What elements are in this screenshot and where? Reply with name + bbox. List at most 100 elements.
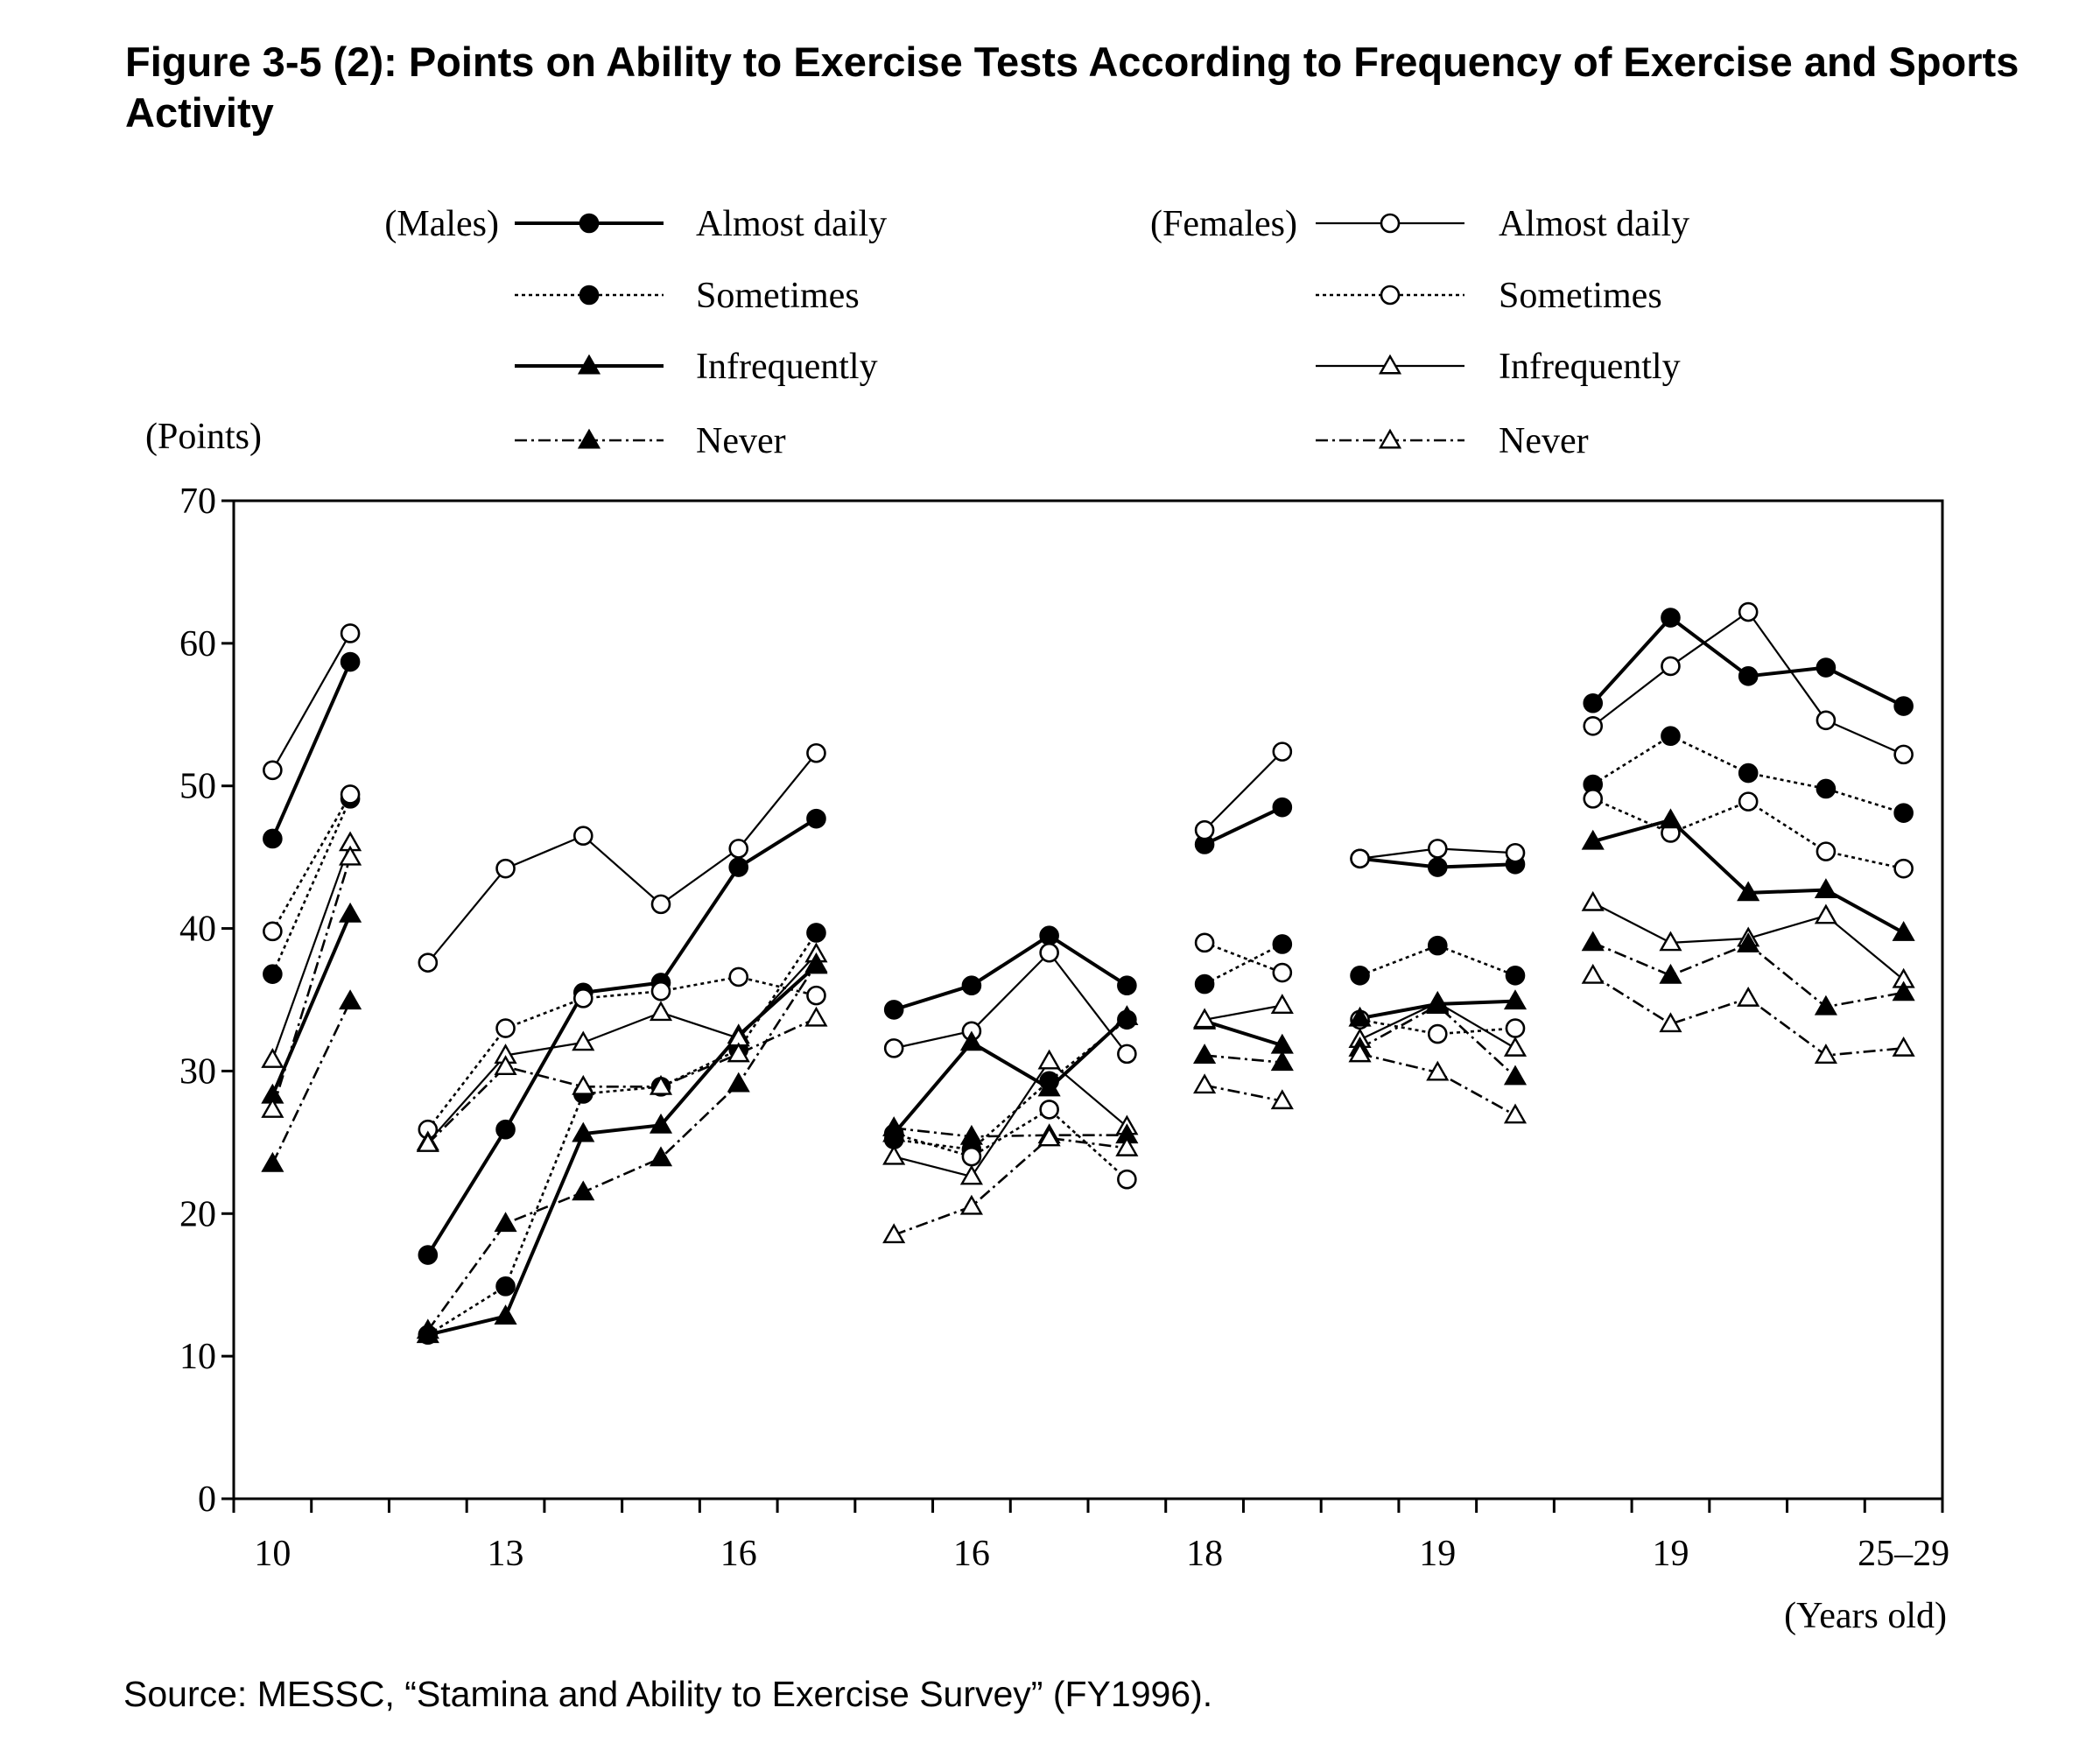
data-point-female-never [1659,1012,1682,1033]
x-tick-label: 16 [720,1534,757,1574]
data-point-male-almost-daily [1816,657,1837,678]
data-point-male-infrequently [1581,829,1605,850]
legend-group-female: (Females) [1150,204,1297,244]
series-line-male-almost-daily [893,933,1128,1012]
data-point-male-infrequently [1115,1005,1139,1025]
data-point-female-never [1892,1036,1915,1057]
data-point-male-never [1270,1051,1294,1072]
data-point-male-sometimes [1505,966,1526,986]
data-point-female-sometimes [650,980,671,1001]
data-point-male-never [959,1124,983,1145]
x-tick-label: 13 [488,1534,524,1574]
data-point-female-almost-daily [263,760,283,781]
data-point-female-sometimes [1816,841,1837,861]
data-point-male-never [1737,932,1760,952]
series-female-infrequently [271,842,1905,1178]
y-tick-label: 70 [179,481,216,522]
data-point-male-almost-daily [418,1245,439,1265]
markers-female-never [261,845,1915,1244]
data-point-male-never [1426,994,1450,1014]
data-point-female-infrequently [649,1001,673,1022]
data-point-male-almost-daily [263,828,283,849]
data-point-female-almost-daily [806,742,826,763]
data-point-female-almost-daily [1039,942,1059,963]
x-tick-label: 16 [953,1534,990,1574]
y-tick-label: 20 [179,1194,216,1234]
legend-marker-female-0 [1380,213,1401,234]
series-line-female-almost-daily [426,752,818,964]
data-point-female-almost-daily [1816,710,1837,731]
data-point-female-almost-daily [1117,1044,1137,1065]
data-point-female-never [572,1074,595,1095]
data-point-male-sometimes [263,964,283,984]
data-point-male-almost-daily [495,1119,516,1140]
data-point-female-almost-daily [883,1038,904,1058]
series-line-male-infrequently [1204,1019,1283,1048]
x-tick-label: 25–29 [1858,1534,1949,1574]
x-axis-label: (Years old) [1784,1596,1947,1636]
data-point-male-never [1193,1044,1217,1064]
data-point-male-infrequently [1814,878,1837,899]
data-point-female-infrequently [261,1047,284,1068]
legend-marker-female-1 [1380,285,1401,306]
data-point-male-never [882,1116,906,1137]
source-note: Source: MESSC, “Stamina and Ability to E… [123,1674,1213,1714]
data-point-female-sometimes [1039,1100,1059,1120]
data-point-male-never [804,952,828,973]
data-point-female-almost-daily [650,894,671,915]
data-point-male-almost-daily [1039,925,1059,946]
data-point-female-never [1270,1089,1294,1110]
data-point-male-sometimes [1738,763,1759,784]
data-point-male-sometimes [1272,934,1293,954]
data-point-female-infrequently [1037,1049,1061,1070]
series-line-male-almost-daily [1591,615,1905,708]
data-point-female-sometimes [1505,1018,1526,1038]
series-line-male-infrequently [892,1016,1128,1135]
data-point-male-almost-daily [1893,696,1914,716]
y-tick-label: 10 [179,1337,216,1377]
data-point-male-almost-daily [1117,975,1137,996]
data-point-female-almost-daily [1738,601,1759,622]
data-point-female-sometimes [263,921,283,942]
legend-marker-male-2 [577,354,601,375]
data-point-female-sometimes [1194,932,1215,953]
data-point-female-almost-daily [340,623,361,643]
data-point-female-almost-daily [1350,848,1370,869]
data-point-male-infrequently [1037,1076,1061,1097]
data-point-female-almost-daily [1893,744,1914,765]
series-line-female-almost-daily [893,952,1128,1055]
data-point-female-almost-daily [1272,741,1293,762]
data-point-female-sometimes [1738,791,1759,812]
data-point-male-infrequently [339,902,362,923]
data-point-male-never [261,1151,284,1172]
data-point-male-infrequently [649,1113,673,1134]
data-point-female-infrequently [1581,890,1605,911]
data-point-female-never [727,1042,750,1063]
data-point-female-sometimes [961,1146,982,1167]
y-tick-label: 40 [179,910,216,950]
x-tick-label: 18 [1186,1534,1223,1574]
series-line-female-never [893,1136,1127,1236]
data-point-male-infrequently [1348,1006,1372,1027]
data-point-female-infrequently [1193,1008,1217,1029]
markers-male-infrequently [261,808,1915,1344]
series-line-male-infrequently [270,913,352,1096]
series-line-male-almost-daily [426,817,818,1256]
data-point-female-sometimes [1427,1023,1448,1044]
legend-marker-male-0 [579,213,600,234]
data-point-female-sometimes [340,784,361,805]
series-line-female-sometimes [271,793,352,932]
series-line-male-sometimes [271,798,352,975]
legend-label-male-3: Never [696,421,786,461]
data-point-male-almost-daily [961,975,982,996]
series-line-female-infrequently [271,842,352,1060]
series-line-female-infrequently [893,1059,1128,1178]
x-tick-label: 10 [254,1534,291,1574]
y-tick-label: 30 [179,1051,216,1092]
data-point-male-infrequently [572,1121,595,1142]
x-tick-label: 19 [1419,1534,1456,1574]
series-line-male-sometimes [427,931,818,1336]
data-point-male-sometimes [1661,726,1681,747]
data-point-female-never [1115,1135,1139,1156]
data-point-male-almost-daily [340,651,361,672]
